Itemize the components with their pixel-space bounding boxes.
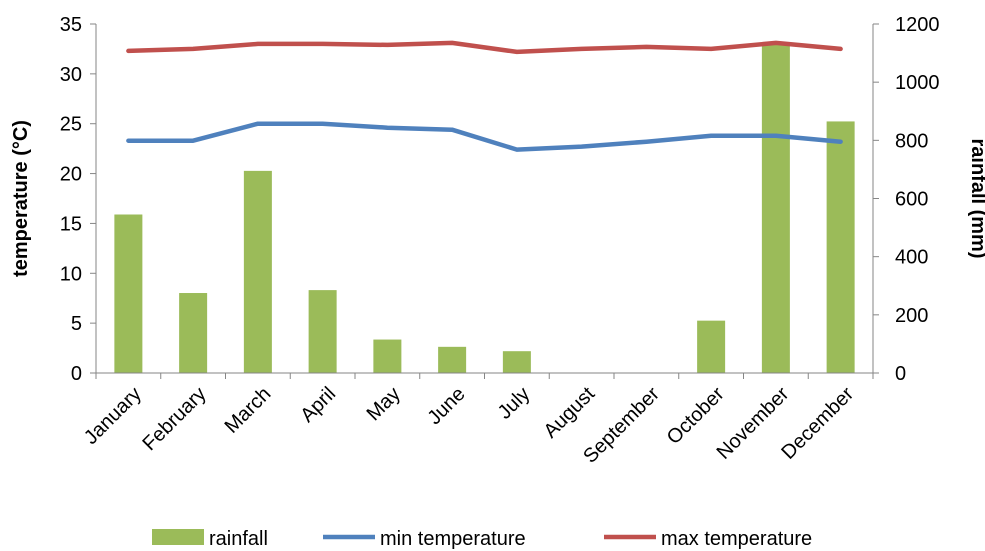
y2-tick-label: 800 <box>895 130 928 152</box>
legend-label-min-temperature: min temperature <box>380 528 526 550</box>
y-tick-label: 30 <box>60 64 82 86</box>
max-temperature-line <box>126 40 843 55</box>
y-tick-label: 35 <box>60 14 82 36</box>
bar-february <box>179 293 208 373</box>
bar-july <box>502 351 531 373</box>
y-axis-title: temperature (°C) <box>10 120 32 277</box>
y2-tick-label: 200 <box>895 305 928 327</box>
x-tick-label: June <box>423 383 469 429</box>
legend: rainfall min temperature max temperature <box>152 528 812 550</box>
min-temperature-line <box>126 121 843 152</box>
y-tick-label: 20 <box>60 164 82 186</box>
x-tick-label: May <box>363 383 405 425</box>
y-tick-label: 0 <box>71 363 82 385</box>
rainfall-bars <box>114 42 855 373</box>
temperature-lines <box>126 40 843 152</box>
legend-swatch-rainfall <box>152 529 204 545</box>
y2-axis-title: rainfall (mm) <box>967 138 985 258</box>
y-tick-label: 15 <box>60 213 82 235</box>
x-tick-label: October <box>663 383 729 449</box>
bar-march <box>243 170 272 373</box>
y2-tick-label: 0 <box>895 363 906 385</box>
y2-tick-label: 1200 <box>895 14 940 36</box>
legend-label-rainfall: rainfall <box>209 528 268 550</box>
x-tick-label: January <box>80 383 146 449</box>
x-tick-label: March <box>221 383 276 438</box>
y-tick-label: 25 <box>60 114 82 136</box>
bar-december <box>826 121 855 373</box>
bar-april <box>308 290 337 373</box>
bar-october <box>697 320 726 373</box>
y2-tick-label: 600 <box>895 189 928 211</box>
bar-may <box>373 339 402 373</box>
y-tick-label: 10 <box>60 263 82 285</box>
x-tick-label: February <box>139 383 211 455</box>
bar-june <box>438 346 467 373</box>
x-tick-label: July <box>494 383 535 424</box>
y-tick-label: 5 <box>71 313 82 335</box>
y2-tick-label: 1000 <box>895 72 940 94</box>
x-tick-label: April <box>296 383 340 427</box>
y2-tick-label: 400 <box>895 247 928 269</box>
bar-january <box>114 214 143 373</box>
legend-label-max-temperature: max temperature <box>661 528 812 550</box>
x-tick-label: August <box>540 383 600 443</box>
bar-november <box>761 42 790 373</box>
